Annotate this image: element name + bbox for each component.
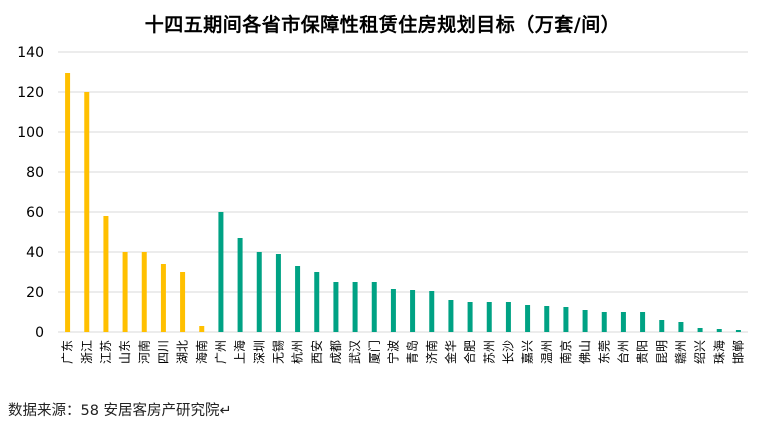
y-axis-ticks: 0 20 40 60 80 100 120 140 [17, 45, 44, 341]
bar [448, 300, 454, 332]
x-category-label: 温州 [540, 340, 554, 364]
x-category-label: 昆明 [655, 340, 669, 364]
x-category-label: 青岛 [405, 340, 420, 364]
x-category-label: 四川 [156, 340, 170, 364]
x-category-label: 广州 [214, 340, 228, 364]
x-category-label: 武汉 [348, 340, 362, 364]
bar [601, 312, 607, 332]
bar [371, 282, 377, 332]
bar [467, 302, 473, 332]
y-tick-label: 80 [26, 165, 44, 181]
x-category-label: 济南 [424, 340, 439, 364]
bar [544, 306, 550, 332]
x-category-label: 珠海 [711, 340, 726, 364]
bar [352, 282, 358, 332]
x-category-label: 山东 [118, 340, 132, 364]
x-category-label: 深圳 [252, 340, 266, 364]
x-category-label: 赣州 [674, 340, 688, 364]
bar [640, 312, 646, 332]
bar [122, 252, 128, 332]
bar [525, 305, 531, 332]
source-note: 数据来源：58 安居客房产研究院↵ [8, 403, 232, 419]
y-tick-label: 60 [26, 205, 44, 221]
x-category-label: 佛山 [578, 340, 592, 364]
bar [486, 302, 492, 332]
x-category-label: 邯郸 [730, 340, 745, 364]
y-tick-label: 140 [17, 45, 44, 61]
x-axis-labels: 广东 浙江 江苏 山东 河南 四川 湖北 海南 广州 上海 深圳 无锡 杭州 西安 成都 武汉 厦门 宁波 青岛 济南… [61, 340, 746, 364]
x-category-label: 湖北 [175, 340, 190, 364]
y-tick-label: 100 [17, 125, 44, 141]
x-category-label: 苏州 [482, 340, 496, 364]
x-category-label: 成都 [329, 340, 343, 364]
y-tick-label: 20 [26, 285, 44, 301]
bar [237, 238, 243, 332]
x-category-label: 江苏 [99, 340, 113, 364]
x-category-label: 金华 [443, 340, 458, 364]
x-category-label: 合肥 [462, 340, 477, 364]
x-category-label: 南京 [558, 340, 573, 364]
x-category-label: 台州 [615, 340, 630, 364]
bar [256, 252, 262, 332]
bar [563, 307, 569, 332]
bar [390, 289, 396, 332]
bar [333, 282, 339, 332]
x-category-label: 东莞 [597, 340, 611, 364]
bar [141, 252, 147, 332]
bar [218, 212, 224, 332]
x-category-label: 长沙 [501, 340, 515, 364]
bar [275, 254, 281, 332]
bar [582, 310, 588, 332]
y-tick-label: 120 [17, 85, 44, 101]
bar [180, 272, 186, 332]
x-category-label: 厦门 [366, 340, 381, 364]
bar [410, 290, 416, 332]
bar [314, 272, 320, 332]
x-category-label: 海南 [194, 340, 209, 364]
bar [65, 73, 71, 332]
x-category-label: 嘉兴 [521, 340, 535, 364]
bar [295, 266, 301, 332]
bar [697, 328, 703, 332]
y-tick-label: 0 [35, 325, 44, 341]
x-category-label: 贵阳 [636, 340, 650, 364]
x-category-label: 河南 [136, 340, 151, 364]
bar [716, 329, 722, 332]
chart-title: 十四五期间各省市保障性租赁住房规划目标（万套/间） [144, 14, 621, 36]
x-category-label: 无锡 [270, 340, 285, 364]
bar [103, 216, 109, 332]
bar [505, 302, 511, 332]
x-category-label: 宁波 [385, 340, 400, 364]
bar [84, 92, 90, 332]
gridlines [58, 51, 748, 333]
x-category-label: 广东 [61, 340, 75, 364]
x-category-label: 绍兴 [693, 340, 707, 364]
bar [429, 291, 435, 332]
bar [735, 330, 741, 332]
x-category-label: 杭州 [290, 340, 305, 364]
x-category-label: 西安 [309, 340, 324, 364]
bar [199, 326, 205, 332]
bars [65, 73, 741, 332]
y-tick-label: 40 [26, 245, 44, 261]
bar [160, 264, 166, 332]
x-category-label: 浙江 [80, 340, 94, 364]
bar [620, 312, 626, 332]
bar [678, 322, 684, 332]
bar [659, 320, 665, 332]
x-category-label: 上海 [232, 340, 247, 364]
